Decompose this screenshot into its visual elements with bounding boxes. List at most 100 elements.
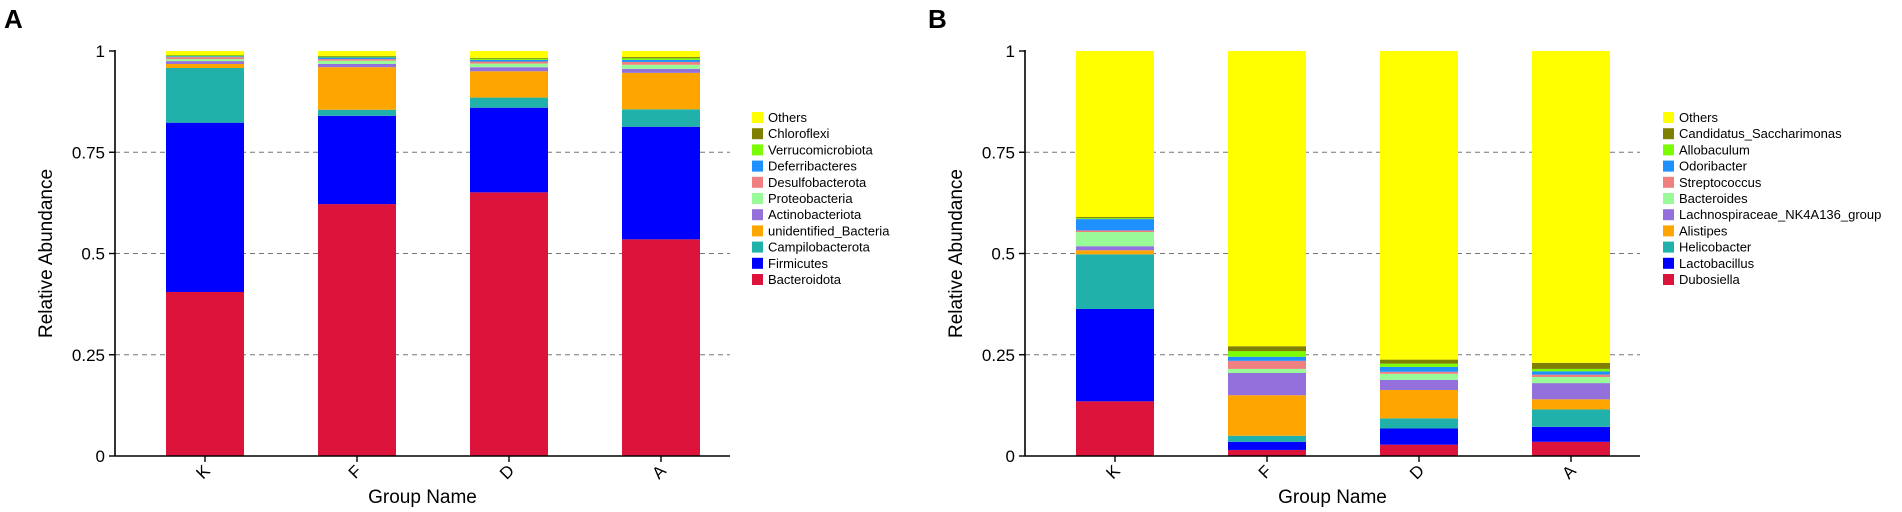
legend-label: Helicobacter bbox=[1679, 240, 1752, 255]
y-tick-label: 0.5 bbox=[81, 245, 105, 264]
bar-segment-d-allobaculum bbox=[1380, 363, 1458, 367]
bar-segment-d-verrucomicrobiota bbox=[470, 58, 548, 60]
legend-swatch bbox=[752, 257, 763, 269]
bar-segment-a-campilobacterota bbox=[622, 109, 700, 127]
legend-item: Lactobacillus bbox=[1663, 256, 1755, 271]
bar-segment-a-desulfobacterota bbox=[622, 61, 700, 65]
legend-swatch bbox=[1663, 160, 1674, 172]
x-axis-title: Group Name bbox=[368, 487, 477, 508]
bar-segment-d-chloroflexi bbox=[470, 57, 548, 59]
bar-segment-a-deferribacteres bbox=[622, 59, 700, 62]
legend-label: Alistipes bbox=[1679, 223, 1728, 238]
legend-swatch bbox=[1663, 144, 1674, 156]
legend-item: Campilobacterota bbox=[752, 240, 871, 255]
x-tick-label: F bbox=[345, 462, 366, 483]
panel-label: B bbox=[928, 4, 947, 34]
legend-item: Verrucomicrobiota bbox=[752, 142, 874, 157]
bar-segment-d-bacteroidota bbox=[470, 192, 548, 456]
bar-segment-a-firmicutes bbox=[622, 126, 700, 240]
bar-segment-a-others bbox=[1532, 51, 1610, 363]
legend-label: Streptococcus bbox=[1679, 175, 1762, 190]
legend-label: Bacteroides bbox=[1679, 191, 1748, 206]
bar-segment-d-helicobacter bbox=[1380, 418, 1458, 429]
panel-b: B 0 0.25 0.5 0.75 1 K F D A Relative Abundance Grou… bbox=[928, 4, 1881, 508]
y-tick-label: 0 bbox=[1006, 447, 1015, 466]
bar-segment-f-bacteroidota bbox=[318, 204, 396, 456]
legend-swatch bbox=[1663, 176, 1674, 188]
legend-label: Proteobacteria bbox=[768, 191, 853, 206]
bar-segment-a-allobaculum bbox=[1532, 368, 1610, 372]
legend-item: Candidatus_Saccharimonas bbox=[1663, 126, 1842, 141]
bar-segment-d-lachnospiraceae-nk4a136-group bbox=[1380, 379, 1458, 390]
legend-swatch bbox=[1663, 193, 1674, 204]
legend-item: Actinobacteriota bbox=[752, 207, 862, 222]
x-tick-label: D bbox=[1406, 461, 1428, 483]
legend-item: Bacteroidota bbox=[752, 272, 842, 287]
bar-segment-k-alistipes bbox=[1076, 250, 1154, 255]
bar-segment-d-proteobacteria bbox=[470, 63, 548, 68]
bar-segment-a-streptococcus bbox=[1532, 374, 1610, 378]
legend-item: Alistipes bbox=[1663, 223, 1728, 238]
bar-segment-k-helicobacter bbox=[1076, 254, 1154, 309]
bar-segment-d-candidatus-saccharimonas bbox=[1380, 359, 1458, 364]
legend-item: unidentified_Bacteria bbox=[752, 223, 890, 238]
legend-label: Chloroflexi bbox=[768, 126, 830, 141]
legend-label: Odoribacter bbox=[1679, 159, 1748, 174]
legend-label: Lachnospiraceae_NK4A136_group bbox=[1679, 207, 1881, 222]
legend-label: Firmicutes bbox=[768, 256, 828, 271]
legend-swatch bbox=[752, 209, 763, 221]
y-tick-label: 1 bbox=[1006, 42, 1015, 61]
bar-segment-k-odoribacter bbox=[1076, 219, 1154, 231]
legend: OthersCandidatus_SaccharimonasAllobaculu… bbox=[1663, 110, 1881, 287]
panel-label: A bbox=[4, 4, 23, 34]
legend-label: Others bbox=[1679, 110, 1719, 125]
bar-segment-f-others bbox=[318, 51, 396, 56]
bar-segment-d-alistipes bbox=[1380, 389, 1458, 419]
bar-segment-d-deferribacteres bbox=[470, 59, 548, 62]
bar-segment-d-dubosiella bbox=[1380, 444, 1458, 456]
bar-segment-d-others bbox=[1380, 51, 1458, 360]
y-tick-label: 0.25 bbox=[982, 346, 1015, 365]
y-axis-title: Relative Abundance bbox=[36, 169, 57, 338]
legend-item: Desulfobacterota bbox=[752, 175, 867, 190]
legend-swatch bbox=[1663, 225, 1674, 237]
bar-segment-k-unidentified-bacteria bbox=[166, 63, 244, 69]
x-tick-label: F bbox=[1255, 462, 1276, 483]
bar-segment-f-odoribacter bbox=[1228, 356, 1306, 361]
bar-segment-a-alistipes bbox=[1532, 399, 1610, 410]
legend-item: Lachnospiraceae_NK4A136_group bbox=[1663, 207, 1881, 222]
bar-segment-f-lachnospiraceae-nk4a136-group bbox=[1228, 372, 1306, 396]
legend-label: Dubosiella bbox=[1679, 272, 1740, 287]
bar-segment-a-lactobacillus bbox=[1532, 426, 1610, 442]
bar-segment-a-proteobacteria bbox=[622, 64, 700, 69]
bar-segment-k-others bbox=[166, 51, 244, 56]
bar-segment-a-actinobacteriota bbox=[622, 68, 700, 73]
bar-segment-f-helicobacter bbox=[1228, 435, 1306, 442]
bar-segment-f-streptococcus bbox=[1228, 360, 1306, 369]
y-tick-label: 0.5 bbox=[991, 245, 1015, 264]
legend-swatch bbox=[1663, 241, 1674, 253]
legend-swatch bbox=[752, 274, 763, 285]
bar-segment-f-others bbox=[1228, 51, 1306, 347]
bar-segment-f-lactobacillus bbox=[1228, 441, 1306, 450]
bar-segment-k-lactobacillus bbox=[1076, 308, 1154, 402]
bar-segment-d-firmicutes bbox=[470, 107, 548, 193]
x-tick-label: A bbox=[648, 461, 670, 483]
bar-segment-d-lactobacillus bbox=[1380, 428, 1458, 445]
bar-segment-k-allobaculum bbox=[1076, 218, 1154, 220]
y-tick-label: 1 bbox=[96, 42, 105, 61]
bar-segment-f-campilobacterota bbox=[318, 109, 396, 116]
bar-segment-f-candidatus-saccharimonas bbox=[1228, 346, 1306, 352]
legend-swatch bbox=[1663, 274, 1674, 285]
legend-label: Verrucomicrobiota bbox=[768, 142, 874, 157]
y-axis-title: Relative Abundance bbox=[946, 169, 967, 338]
bar-segment-a-others bbox=[622, 51, 700, 58]
bar-segment-a-chloroflexi bbox=[622, 57, 700, 59]
bar-segment-f-proteobacteria bbox=[318, 60, 396, 64]
bar-segment-d-bacteroides bbox=[1380, 373, 1458, 380]
bar-segment-a-verrucomicrobiota bbox=[622, 58, 700, 60]
legend-swatch bbox=[752, 112, 763, 123]
x-tick-label: A bbox=[1558, 461, 1580, 483]
y-tick-label: 0.75 bbox=[982, 143, 1015, 162]
